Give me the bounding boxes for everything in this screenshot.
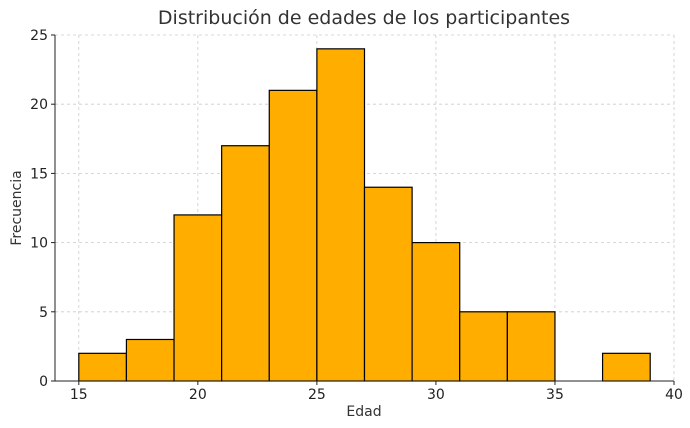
- histogram-bar: [173, 214, 223, 382]
- y-tick-label: 10: [30, 236, 48, 252]
- y-tick-label: 25: [30, 28, 48, 44]
- histogram-bar: [459, 311, 508, 382]
- y-tick-label: 0: [39, 374, 48, 390]
- chart-title: Distribución de edades de los participan…: [158, 7, 570, 29]
- x-tick-label: 40: [665, 387, 683, 403]
- histogram-bar: [411, 242, 461, 382]
- x-tick-label: 20: [189, 387, 207, 403]
- y-tick-label: 15: [30, 166, 48, 182]
- histogram-bar: [78, 352, 128, 382]
- histogram-bar: [316, 48, 366, 382]
- axes: 15 20 25 30 35 40 0 5 10 15 20 25: [30, 28, 683, 403]
- histogram-bar: [506, 311, 556, 382]
- histogram-bar: [363, 186, 413, 382]
- histogram-bar: [601, 352, 651, 382]
- x-tick-label: 35: [546, 387, 564, 403]
- bars: [78, 48, 651, 382]
- histogram-bar: [268, 89, 318, 382]
- histogram-bar: [221, 145, 270, 382]
- y-tick-label: 20: [30, 97, 48, 113]
- y-axis-label: Frecuencia: [9, 170, 25, 245]
- histogram-bar: [125, 338, 175, 382]
- x-tick-label: 15: [70, 387, 88, 403]
- x-tick-label: 30: [427, 387, 445, 403]
- x-axis-label: Edad: [346, 404, 381, 420]
- y-tick-label: 5: [39, 305, 48, 321]
- x-tick-label: 25: [308, 387, 326, 403]
